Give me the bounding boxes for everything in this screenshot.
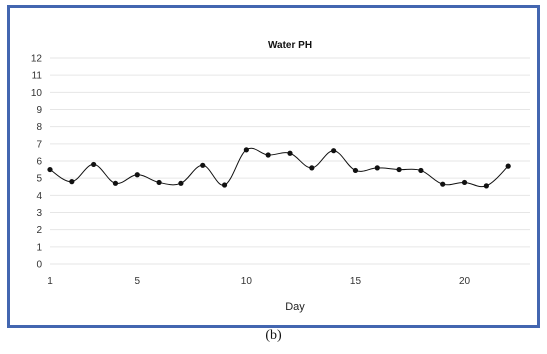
- y-tick-label: 7: [36, 139, 42, 150]
- y-tick-label: 0: [36, 260, 42, 271]
- x-tick-label: 15: [350, 276, 362, 287]
- data-point: [440, 181, 446, 187]
- data-point: [418, 167, 424, 174]
- data-point: [156, 179, 162, 186]
- y-tick-label: 1: [36, 242, 42, 253]
- y-tick-label: 5: [36, 174, 42, 185]
- y-tick-label: 3: [36, 208, 42, 219]
- y-tick-label: 4: [36, 191, 42, 202]
- data-point: [112, 180, 119, 186]
- data-point: [309, 165, 315, 171]
- data-points: [47, 147, 511, 189]
- data-point: [505, 163, 511, 169]
- data-point: [200, 162, 206, 168]
- figure-caption: (b): [265, 328, 282, 343]
- x-tick-label: 10: [241, 276, 253, 287]
- chart-frame: Water PH 0 1 2 3 4 5 6 7 8 9 10 11 12 1 5 10 15 20 Day: [7, 5, 540, 328]
- y-tick-label: 2: [36, 225, 42, 236]
- data-point: [352, 167, 359, 174]
- y-tick-label: 10: [31, 88, 43, 99]
- x-tick-label: 1: [47, 276, 53, 287]
- y-tick-label: 6: [36, 157, 42, 168]
- data-point: [331, 148, 337, 154]
- y-tick-label: 12: [31, 54, 43, 65]
- data-point: [483, 183, 489, 189]
- x-axis-ticks: 1 5 10 15 20: [47, 276, 470, 287]
- data-point: [91, 161, 97, 168]
- data-point: [287, 150, 293, 156]
- chart-title: Water PH: [268, 40, 312, 51]
- series-line: [49, 147, 509, 188]
- y-tick-label: 9: [36, 105, 42, 116]
- data-point: [221, 182, 228, 188]
- data-point: [178, 180, 184, 186]
- data-point: [47, 166, 53, 173]
- data-point: [461, 179, 468, 186]
- data-point: [69, 179, 75, 185]
- x-tick-label: 20: [459, 276, 471, 287]
- data-point: [265, 152, 271, 158]
- gridlines: [50, 57, 530, 265]
- y-tick-label: 11: [32, 71, 43, 82]
- data-point: [396, 166, 402, 173]
- data-point: [243, 147, 249, 153]
- data-point: [134, 172, 140, 178]
- x-axis-label: Day: [285, 301, 305, 313]
- y-tick-label: 8: [36, 122, 42, 133]
- data-point: [374, 165, 380, 171]
- x-tick-label: 5: [134, 276, 140, 287]
